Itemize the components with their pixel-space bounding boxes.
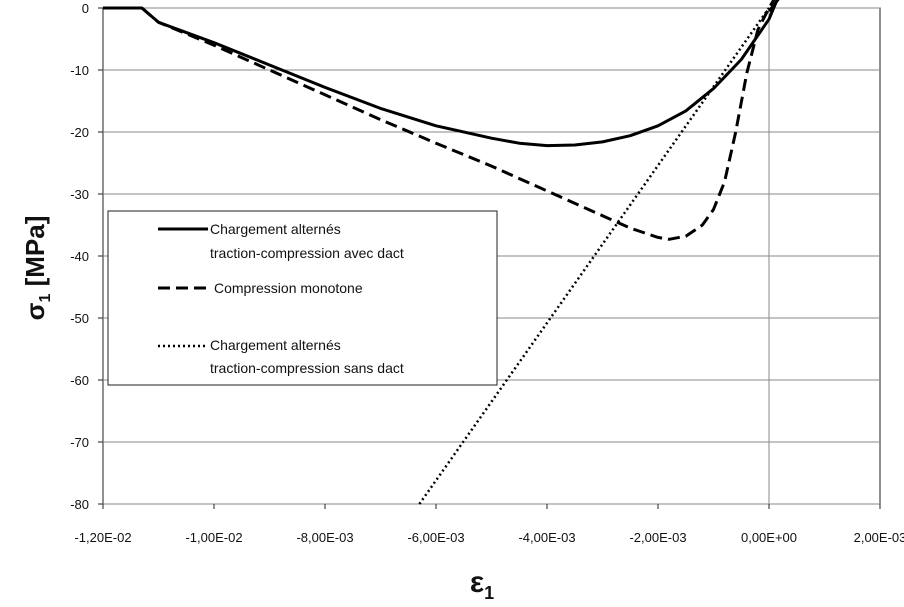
x-axis-symbol: ε	[470, 566, 484, 599]
legend-label-dotted-line1: Chargement alternés	[210, 337, 341, 353]
series-layer	[103, 0, 780, 505]
y-tick-label: -80	[70, 497, 89, 512]
y-tick-label: 0	[82, 1, 89, 16]
x-tick-labels: -1,20E-02 -1,00E-02 -8,00E-03 -6,00E-03 -4,0…	[74, 530, 904, 545]
x-tick-label: -2,00E-03	[629, 530, 686, 545]
y-tick-label: -40	[70, 249, 89, 264]
x-axis-title: ε1	[470, 566, 494, 603]
y-axis-subscript: 1	[37, 294, 54, 303]
y-tick-label: -30	[70, 187, 89, 202]
x-tick-label: 0,00E+00	[741, 530, 797, 545]
y-axis-unit: [MPa]	[20, 216, 50, 294]
y-axis-symbol: σ	[20, 302, 50, 320]
x-axis-subscript: 1	[484, 583, 494, 603]
y-tick-label: -20	[70, 125, 89, 140]
legend-label-dotted-line2: traction-compression sans dact	[210, 360, 404, 376]
y-tick-label: -60	[70, 373, 89, 388]
y-tick-label: -70	[70, 435, 89, 450]
y-tick-label: -50	[70, 311, 89, 326]
x-tick-label: -4,00E-03	[518, 530, 575, 545]
x-tick-label: -8,00E-03	[296, 530, 353, 545]
x-tick-label: -1,20E-02	[74, 530, 131, 545]
x-tick-label: -6,00E-03	[407, 530, 464, 545]
legend-label-dashed: Compression monotone	[214, 280, 363, 296]
y-tick-label: -10	[70, 63, 89, 78]
series-line-dashed	[140, 0, 776, 241]
legend: Chargement alternés traction-compression…	[107, 210, 498, 386]
legend-label-solid-line1: Chargement alternés	[210, 221, 341, 237]
legend-box	[107, 210, 498, 386]
legend-label-solid-line2: traction-compression avec dact	[210, 245, 404, 261]
x-tick-label: 2,00E-03	[854, 530, 904, 545]
x-tick-label: -1,00E-02	[185, 530, 242, 545]
y-axis-title: σ1 [MPa]	[20, 216, 54, 321]
y-tick-labels: 0 -10 -20 -30 -40 -50 -60 -70 -80	[70, 1, 89, 512]
series-line-solid	[103, 0, 780, 148]
